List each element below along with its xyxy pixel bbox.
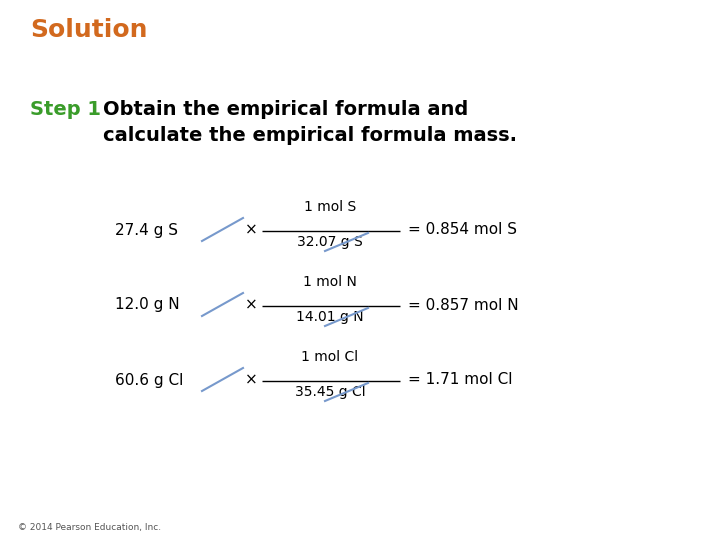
Text: 35.45 g Cl: 35.45 g Cl	[294, 385, 365, 399]
Text: Obtain the empirical formula and: Obtain the empirical formula and	[103, 100, 468, 119]
Text: calculate the empirical formula mass.: calculate the empirical formula mass.	[103, 126, 517, 145]
Text: = 0.857 mol N: = 0.857 mol N	[408, 298, 518, 313]
Text: ×: ×	[245, 298, 258, 313]
Text: ×: ×	[245, 222, 258, 238]
Text: 1 mol S: 1 mol S	[304, 200, 356, 214]
Text: = 1.71 mol Cl: = 1.71 mol Cl	[408, 373, 513, 388]
Text: 14.01 g N: 14.01 g N	[296, 310, 364, 324]
Text: 12.0 g N: 12.0 g N	[115, 298, 179, 313]
Text: 32.07 g S: 32.07 g S	[297, 235, 363, 249]
Text: = 0.854 mol S: = 0.854 mol S	[408, 222, 517, 238]
Text: ×: ×	[245, 373, 258, 388]
Text: Solution: Solution	[30, 18, 148, 42]
Text: 1 mol Cl: 1 mol Cl	[302, 350, 359, 364]
Text: 60.6 g Cl: 60.6 g Cl	[115, 373, 184, 388]
Text: Step 1: Step 1	[30, 100, 101, 119]
Text: 27.4 g S: 27.4 g S	[115, 222, 178, 238]
Text: © 2014 Pearson Education, Inc.: © 2014 Pearson Education, Inc.	[18, 523, 161, 532]
Text: 1 mol N: 1 mol N	[303, 275, 357, 289]
